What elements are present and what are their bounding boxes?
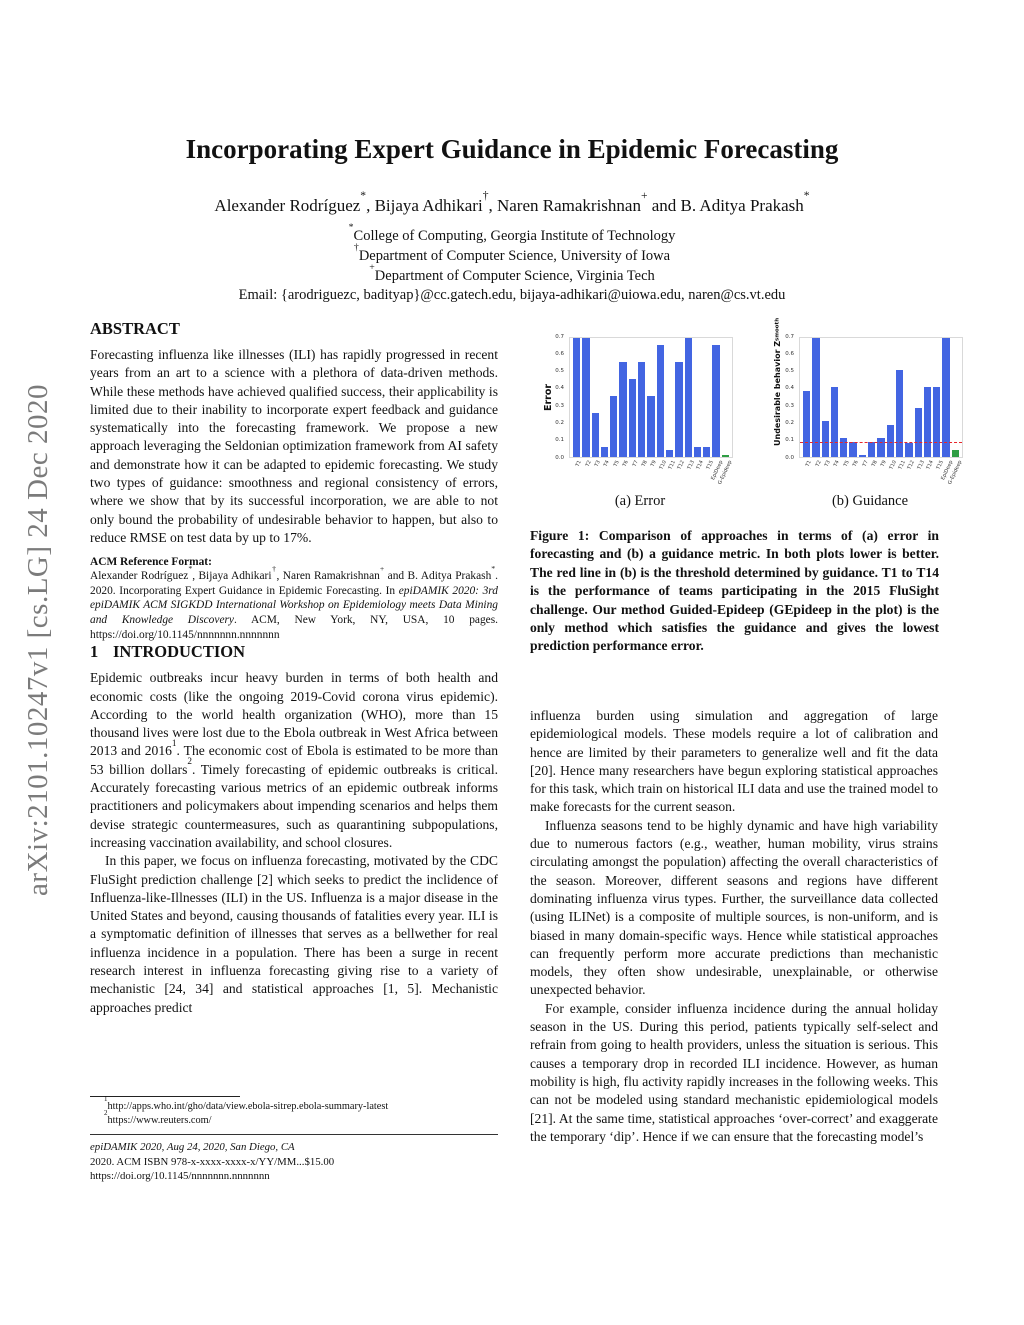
guidance-threshold-line xyxy=(800,441,962,443)
arxiv-watermark: arXiv:2101.10247v1 [cs.LG] 24 Dec 2020 xyxy=(22,384,54,896)
paper-title: Incorporating Expert Guidance in Epidemi… xyxy=(185,134,839,164)
bar-T15 xyxy=(933,387,941,457)
section-title: INTRODUCTION xyxy=(113,642,246,662)
left-column: ABSTRACT Forecasting influenza like illn… xyxy=(90,319,498,1017)
bar-T14 xyxy=(693,446,702,457)
subcaption-b: (b) Guidance xyxy=(831,493,909,509)
y-tick-label: 0.0 xyxy=(555,454,564,461)
abstract-heading: ABSTRACT xyxy=(90,319,180,338)
bar-T1 xyxy=(803,390,811,457)
authors-line: Alexander Rodríguez*, Bijaya Adhikari†, … xyxy=(214,189,810,215)
bar-T2 xyxy=(812,338,820,457)
y-tick-label: 0.4 xyxy=(555,385,564,392)
y-tick-label: 0.6 xyxy=(555,350,564,357)
y-tick-label: 0.0 xyxy=(785,454,794,461)
bar-T11 xyxy=(665,450,674,457)
conference-venue: epiDAMIK 2020, Aug 24, 2020, San Diego, … xyxy=(90,1141,295,1153)
bar-EpiDeep xyxy=(712,344,720,457)
bar-T5 xyxy=(610,395,618,457)
y-tick-label: 0.1 xyxy=(785,437,794,444)
y-tick-label: 0.6 xyxy=(785,350,794,357)
y-tick-label: 0.7 xyxy=(555,333,564,340)
conference-rule xyxy=(90,1134,498,1135)
bar-T14 xyxy=(923,387,932,457)
y-tick-label: 0.5 xyxy=(785,368,794,375)
bar-T9 xyxy=(877,438,885,457)
bar-T6 xyxy=(619,361,627,457)
intro-paragraph-2: In this paper, we focus on influenza for… xyxy=(90,853,498,1015)
bar-T1 xyxy=(573,338,581,457)
bar-T4 xyxy=(600,446,609,457)
bar-T8 xyxy=(868,441,876,457)
y-tick-label: 0.2 xyxy=(555,419,564,426)
bar-T5 xyxy=(840,438,848,457)
y-tick-label: 0.1 xyxy=(555,437,564,444)
affiliation-2: †Department of Computer Science, Univers… xyxy=(353,241,671,264)
footnote-2-link[interactable]: 2https://www.reuters.com/ xyxy=(104,1108,212,1126)
chart-error: Error 0.0 0.1 0.2 0.3 0.4 0.5 0.6 0.7 T1 T2 T3 T4 T… xyxy=(543,322,735,488)
bar-T8 xyxy=(638,361,646,457)
y-tick-label: 0.5 xyxy=(555,368,564,375)
section-number: 1 xyxy=(90,642,99,662)
footnote-1-link[interactable]: 1http://apps.who.int/gho/data/view.ebola… xyxy=(104,1095,389,1112)
bar-EpiDeep xyxy=(942,338,950,457)
conference-info-block: epiDAMIK 2020, Aug 24, 2020, San Diego, … xyxy=(90,1134,498,1184)
introduction-heading: 1 INTRODUCTION xyxy=(90,642,498,662)
right-paragraph-1: influenza burden using simulation and ag… xyxy=(530,708,938,815)
footnote-rule xyxy=(90,1096,240,1097)
paper-header: Incorporating Expert Guidance in Epidemi… xyxy=(0,134,1024,304)
bar-T10 xyxy=(656,344,664,457)
bar-G-Epideep xyxy=(721,455,730,457)
y-axis-ticks: 0.0 0.1 0.2 0.3 0.4 0.5 0.6 0.7 xyxy=(549,333,567,460)
y-tick-label: 0.2 xyxy=(785,419,794,426)
acm-reference-text: Alexander Rodríguez*, Bijaya Adhikari†, … xyxy=(90,563,499,641)
bar-G-Epideep xyxy=(951,450,960,457)
bar-T7 xyxy=(628,378,637,457)
affiliation-1: *College of Computing, Georgia Institute… xyxy=(348,221,676,244)
footnotes-block: 1http://apps.who.int/gho/data/view.ebola… xyxy=(90,1096,498,1127)
bar-T13 xyxy=(914,407,922,457)
right-paragraph-2: Influenza seasons tend to be highly dyna… xyxy=(530,817,938,998)
x-axis-labels: T1 T2 T3 T4 T5 T6 T7 T8 T9 T10 T11 T12 T13 T14 T15 EpiD… xyxy=(799,459,964,487)
y-axis-ticks: 0.0 0.1 0.2 0.3 0.4 0.5 0.6 0.7 xyxy=(779,333,797,460)
bar-T7 xyxy=(858,455,867,457)
affiliation-3: +Department of Computer Science, Virgini… xyxy=(369,261,655,284)
figure-1: Error 0.0 0.1 0.2 0.3 0.4 0.5 0.6 0.7 T1 T2 T3 T4 T… xyxy=(530,318,970,522)
bar-T12 xyxy=(675,361,683,457)
bar-T3 xyxy=(821,421,829,457)
bar-T4 xyxy=(830,387,839,457)
abstract-text: Forecasting influenza like illnesses (IL… xyxy=(90,347,498,545)
right-paragraph-3: For example, consider influenza incidenc… xyxy=(530,1000,938,1144)
figure-caption: Figure 1: Comparison of approaches in te… xyxy=(530,528,939,654)
conference-isbn: 2020. ACM ISBN 978-x-xxxx-xxxx-x/YY/MM..… xyxy=(90,1155,335,1168)
bar-T3 xyxy=(591,412,599,457)
intro-paragraph-1: Epidemic outbreaks incur heavy burden in… xyxy=(90,670,498,850)
bar-T2 xyxy=(582,338,590,457)
plot-area-guidance xyxy=(799,337,963,458)
bar-T15 xyxy=(703,446,711,457)
bar-T10 xyxy=(886,424,894,457)
bar-T11 xyxy=(895,370,904,457)
y-tick-label: 0.4 xyxy=(785,385,794,392)
bar-T6 xyxy=(849,441,857,457)
y-tick-label: 0.7 xyxy=(785,333,794,340)
bar-T13 xyxy=(684,338,692,457)
bar-T12 xyxy=(905,443,913,457)
subcaption-a: (a) Error xyxy=(614,493,666,509)
plot-area-error xyxy=(569,337,733,458)
right-column: influenza burden using simulation and ag… xyxy=(530,707,938,1146)
conference-doi-link[interactable]: https://doi.org/10.1145/nnnnnnn.nnnnnnn xyxy=(90,1170,270,1183)
y-tick-label: 0.3 xyxy=(555,402,564,409)
y-tick-label: 0.3 xyxy=(785,402,794,409)
bar-T9 xyxy=(647,395,655,457)
acm-reference-heading: ACM Reference Format: xyxy=(90,556,212,569)
email-line: Email: {arodriguezc, badityap}@cc.gatech… xyxy=(238,287,786,303)
x-axis-labels: T1 T2 T3 T4 T5 T6 T7 T8 T9 T10 T11 T12 T13 T14 T15 EpiD… xyxy=(569,459,734,487)
